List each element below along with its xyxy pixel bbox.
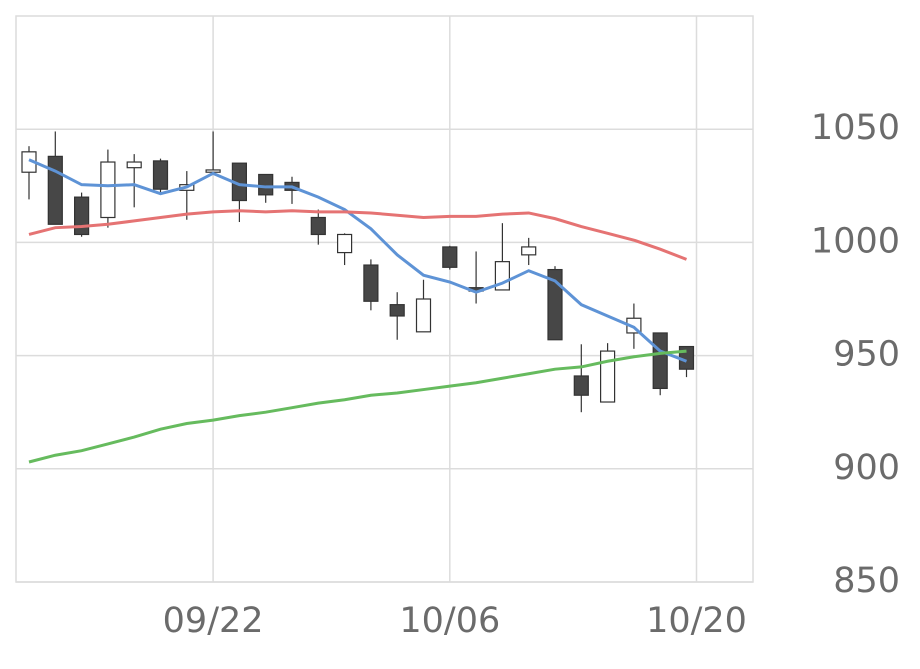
candle-body — [73, 196, 90, 236]
candle-body — [442, 246, 458, 268]
y-tick-label: 1000 — [811, 221, 900, 261]
x-tick-label: 09/22 — [163, 601, 264, 641]
moving-average-line — [28, 209, 688, 261]
candle-body — [521, 246, 537, 256]
moving-average-line — [28, 349, 687, 464]
candle-body — [310, 216, 326, 236]
moving-average-line — [28, 158, 688, 363]
candle-body — [47, 155, 63, 225]
candle-body — [152, 160, 169, 190]
candle-body — [599, 350, 616, 403]
x-tick-label: 10/20 — [646, 601, 747, 641]
candle-body — [389, 304, 405, 317]
candle-body — [573, 375, 589, 396]
candle-body — [100, 161, 116, 219]
y-tick-label: 850 — [833, 561, 900, 601]
candle-body — [126, 161, 142, 169]
x-tick-label: 10/06 — [399, 601, 500, 641]
plot-frame — [15, 15, 754, 583]
candle-body — [652, 332, 668, 390]
candle-body — [337, 233, 353, 254]
candle-body — [415, 298, 432, 333]
candle-body — [547, 268, 563, 341]
y-tick-label: 1050 — [811, 108, 900, 148]
candle-body — [258, 173, 274, 196]
y-tick-label: 900 — [833, 448, 900, 488]
candle-body — [363, 264, 379, 302]
y-tick-label: 950 — [833, 335, 900, 375]
